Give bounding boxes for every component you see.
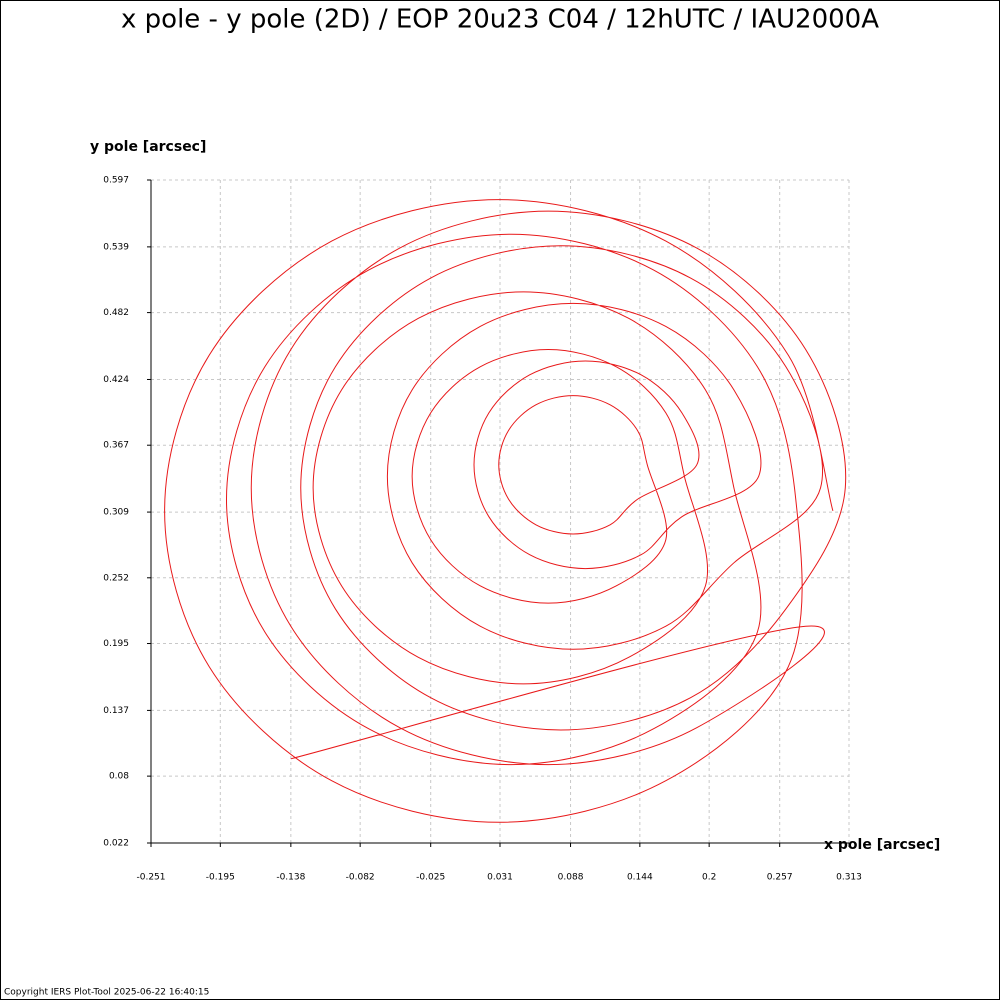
x-tick-label: -0.025 (416, 873, 445, 883)
y-tick-label: 0.539 (103, 242, 129, 252)
y-tick-label: 0.482 (103, 308, 129, 318)
y-tick-label: 0.195 (103, 639, 129, 649)
x-tick-label: 0.313 (836, 873, 862, 883)
x-tick-label: -0.082 (346, 873, 375, 883)
y-tick-label: 0.597 (103, 176, 129, 186)
y-tick-label: 0.137 (103, 706, 129, 716)
chart-title: x pole - y pole (2D) / EOP 20u23 C04 / 1… (121, 5, 879, 35)
x-tick-label: -0.251 (136, 873, 165, 883)
footer: Copyright IERS Plot-Tool 2025-06-22 16:4… (4, 988, 209, 998)
x-tick-label: 0.257 (767, 873, 793, 883)
x-tick-label: 0.088 (558, 873, 584, 883)
x-tick-label: 0.144 (627, 873, 653, 883)
y-tick-label: 0.022 (103, 839, 129, 849)
x-tick-label: -0.138 (276, 873, 305, 883)
x-tick-label: 0.2 (702, 873, 716, 883)
y-axis-label: y pole [arcsec] (90, 139, 206, 155)
x-tick-label: 0.031 (487, 873, 513, 883)
y-tick-label: 0.424 (103, 375, 129, 385)
x-axis-label: x pole [arcsec] (824, 837, 940, 853)
x-tick-label: -0.195 (206, 873, 235, 883)
y-tick-label: 0.367 (103, 441, 129, 451)
y-tick-label: 0.309 (103, 508, 129, 518)
y-tick-label: 0.08 (109, 772, 129, 782)
y-tick-label: 0.252 (103, 573, 129, 583)
polar-motion-line (164, 199, 847, 823)
